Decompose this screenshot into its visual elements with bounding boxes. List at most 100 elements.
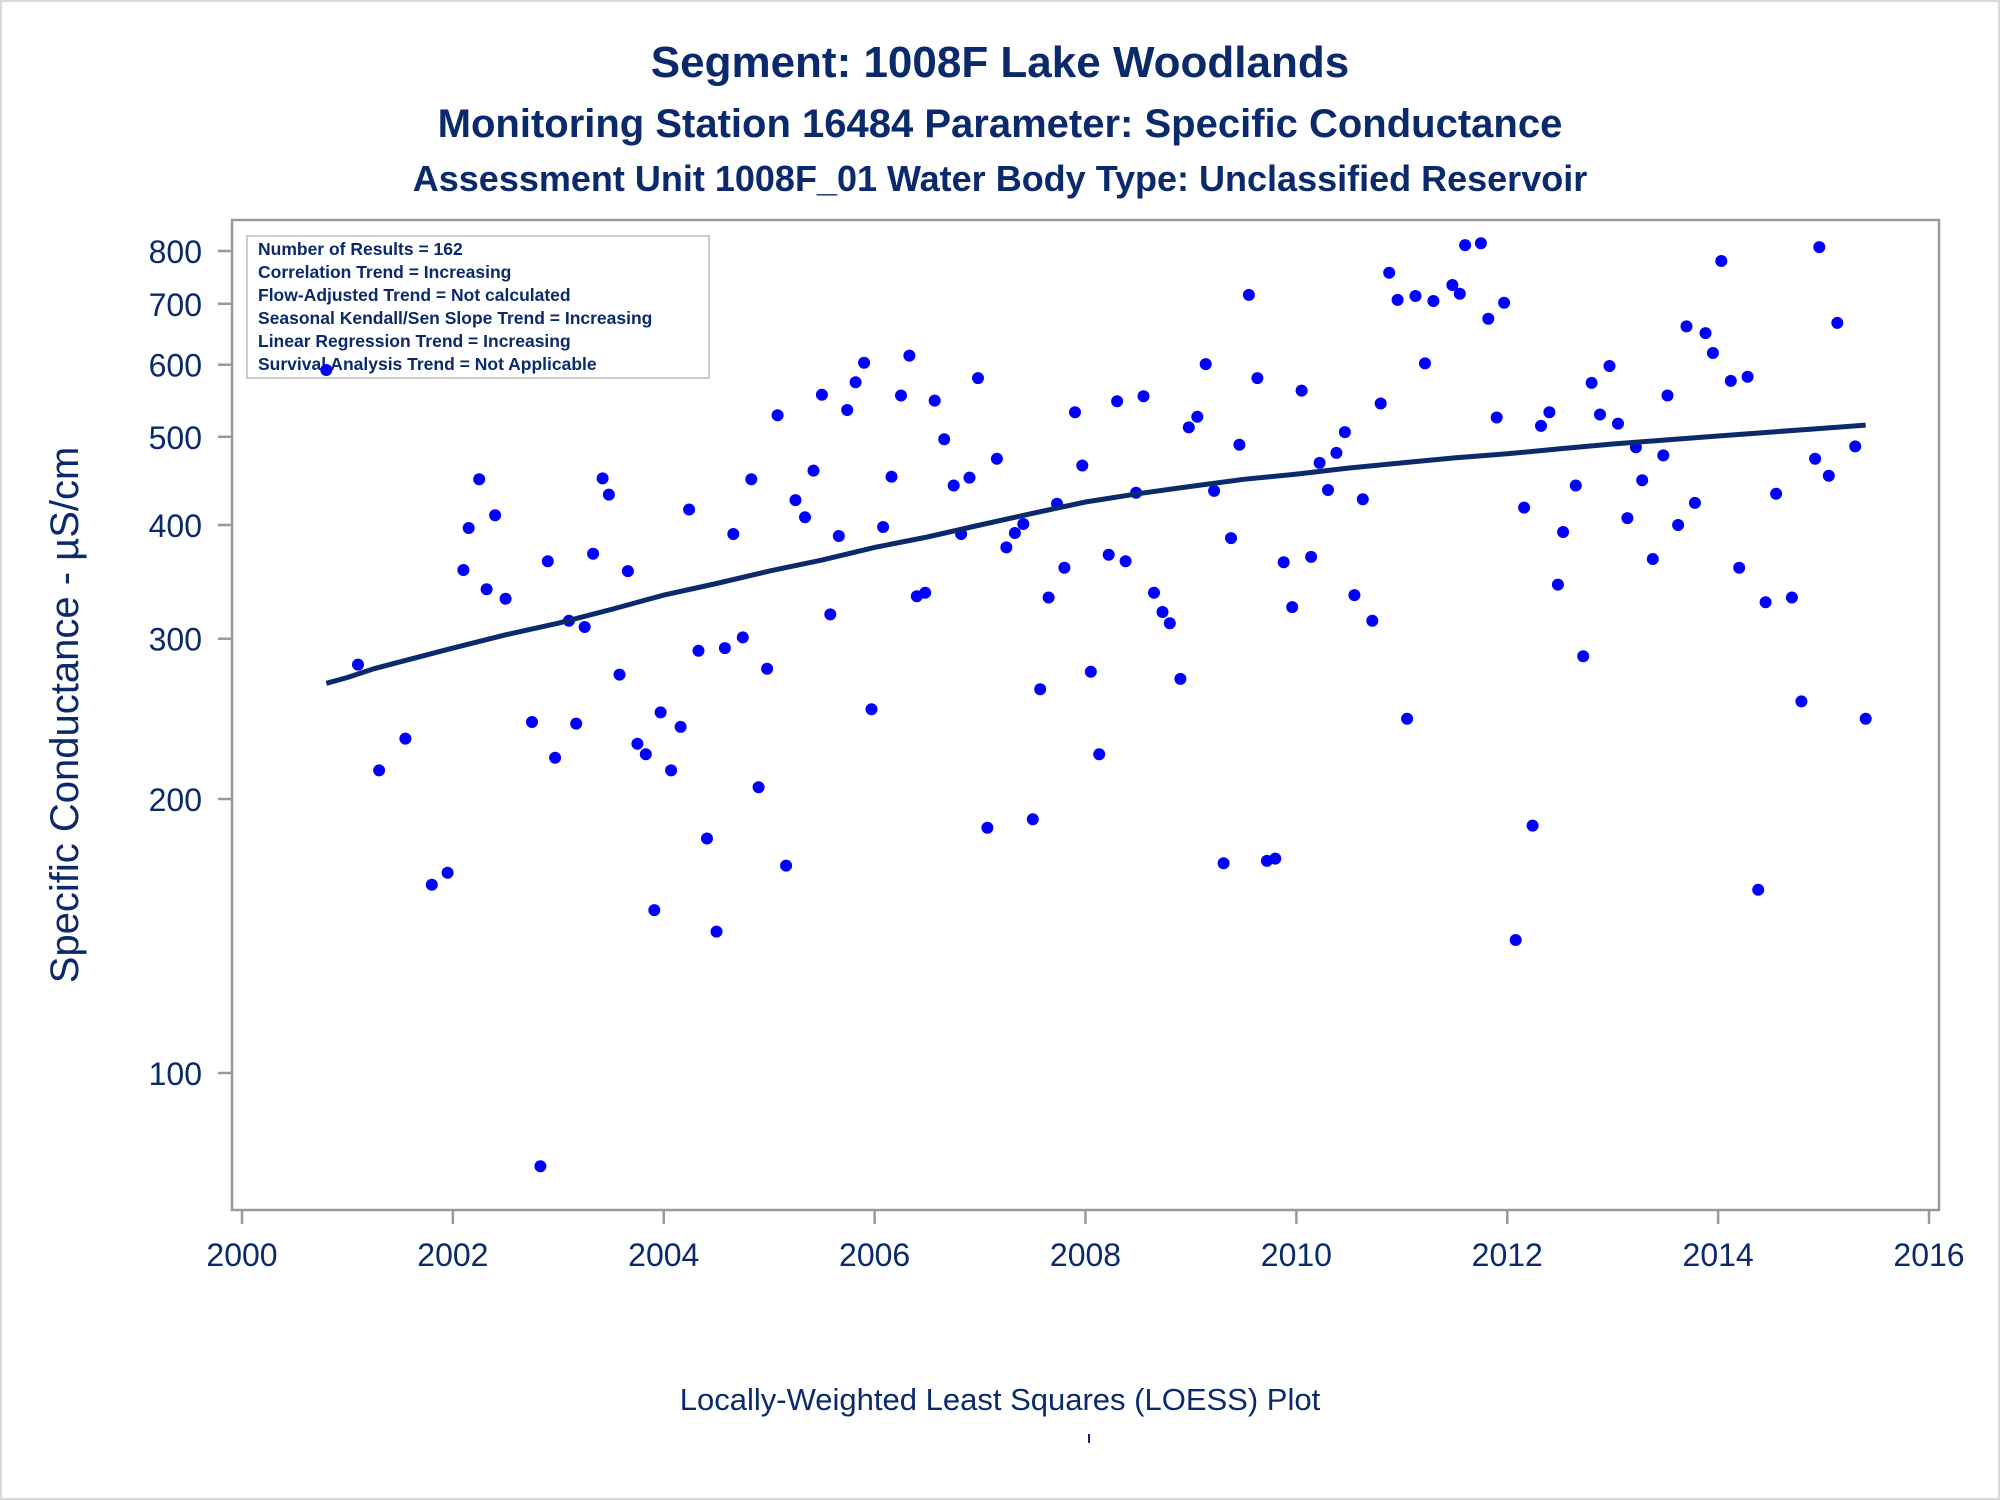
data-point xyxy=(631,737,644,750)
data-point xyxy=(665,764,678,777)
y-axis: 100 200 300 400 500 600 700 800 xyxy=(149,234,232,1092)
data-point xyxy=(919,586,932,599)
data-point xyxy=(1366,614,1379,627)
x-tick-label: 2006 xyxy=(839,1237,910,1273)
data-point xyxy=(596,472,609,485)
data-point xyxy=(947,479,960,492)
y-tick-label: 500 xyxy=(149,420,202,456)
chart-subtitle: Monitoring Station 16484 Parameter: Spec… xyxy=(437,102,1563,146)
data-point xyxy=(1391,293,1404,306)
data-point xyxy=(1427,295,1440,307)
data-point xyxy=(1042,591,1055,604)
stats-line: Seasonal Kendall/Sen Slope Trend = Incre… xyxy=(258,308,652,328)
data-point xyxy=(963,471,976,484)
data-point xyxy=(621,565,634,578)
data-point xyxy=(701,832,713,845)
data-point xyxy=(1076,459,1089,472)
data-point xyxy=(1733,561,1746,574)
data-point xyxy=(824,608,837,621)
data-point xyxy=(1251,372,1264,385)
data-point xyxy=(613,668,626,681)
data-point xyxy=(841,404,854,416)
y-tick-label: 800 xyxy=(149,234,202,270)
data-point xyxy=(1182,421,1195,434)
data-point xyxy=(570,717,583,730)
data-point xyxy=(578,621,591,633)
data-point xyxy=(895,389,907,402)
data-point xyxy=(1509,934,1522,946)
data-point xyxy=(602,488,615,501)
data-point xyxy=(1661,389,1674,402)
x-tick-label: 2002 xyxy=(417,1237,488,1273)
y-axis-label: Specific Conductance - µS/cm xyxy=(43,447,87,984)
data-point xyxy=(441,866,454,879)
data-point xyxy=(990,452,1003,465)
y-tick-label: 700 xyxy=(149,287,202,323)
x-tick-label: 2010 xyxy=(1261,1237,1332,1273)
data-point xyxy=(1859,712,1872,725)
data-point xyxy=(1759,596,1772,609)
data-point xyxy=(1535,419,1547,432)
data-point xyxy=(745,473,758,486)
chart-title: Segment: 1008F Lake Woodlands xyxy=(650,38,1350,87)
data-point xyxy=(1148,586,1160,599)
data-point xyxy=(1706,347,1719,359)
data-point xyxy=(1498,296,1511,309)
x-axis: 2000 2002 2004 2006 2008 2010 2012 2014 2016 xyxy=(206,1210,1965,1273)
data-point xyxy=(1409,290,1422,302)
data-point xyxy=(1688,496,1701,509)
data-point xyxy=(1233,438,1246,451)
data-point xyxy=(1518,501,1531,514)
data-point xyxy=(425,878,438,891)
data-points xyxy=(320,237,1872,1173)
data-point xyxy=(1383,266,1396,279)
data-point xyxy=(1621,512,1634,525)
stats-box-frame xyxy=(246,235,710,379)
footnote-mark xyxy=(1088,1434,1090,1443)
data-point xyxy=(639,748,652,761)
data-point xyxy=(1657,449,1670,462)
data-point xyxy=(1102,548,1115,561)
chart-subtitle-2: Assessment Unit 1008F_01 Water Body Type… xyxy=(412,158,1588,199)
data-point xyxy=(1156,606,1169,618)
data-point xyxy=(1672,519,1685,531)
y-tick-label: 100 xyxy=(149,1056,202,1092)
data-point xyxy=(648,904,661,917)
data-point xyxy=(1305,550,1318,563)
data-point xyxy=(352,658,364,671)
data-point xyxy=(1557,526,1570,538)
data-point xyxy=(489,509,502,522)
data-point xyxy=(399,732,412,745)
data-point xyxy=(1636,474,1649,487)
data-point xyxy=(1585,376,1598,389)
data-point xyxy=(1680,320,1693,333)
data-point xyxy=(1577,650,1590,663)
data-point xyxy=(1000,541,1013,554)
data-point xyxy=(473,473,486,486)
data-point xyxy=(692,644,705,657)
data-point xyxy=(1822,469,1835,482)
data-point xyxy=(981,821,994,834)
data-point xyxy=(1225,532,1237,545)
stats-box: Number of Results = 162 Correlation Tren… xyxy=(246,235,710,379)
data-point xyxy=(457,564,470,576)
data-point xyxy=(1724,374,1737,387)
data-point xyxy=(480,583,493,596)
data-point xyxy=(865,703,878,716)
data-point xyxy=(1008,527,1021,539)
data-point xyxy=(1093,748,1106,761)
data-point xyxy=(789,494,802,507)
data-point xyxy=(1646,553,1659,565)
data-point xyxy=(549,751,562,764)
data-point xyxy=(1831,316,1844,329)
data-point xyxy=(674,720,687,733)
y-tick-label: 600 xyxy=(149,348,202,384)
data-point xyxy=(1163,617,1176,630)
data-point xyxy=(1459,239,1472,252)
data-point xyxy=(1199,358,1212,371)
data-point xyxy=(736,631,749,644)
data-point xyxy=(1374,397,1387,410)
data-point xyxy=(1277,556,1290,569)
data-point xyxy=(1330,446,1343,459)
